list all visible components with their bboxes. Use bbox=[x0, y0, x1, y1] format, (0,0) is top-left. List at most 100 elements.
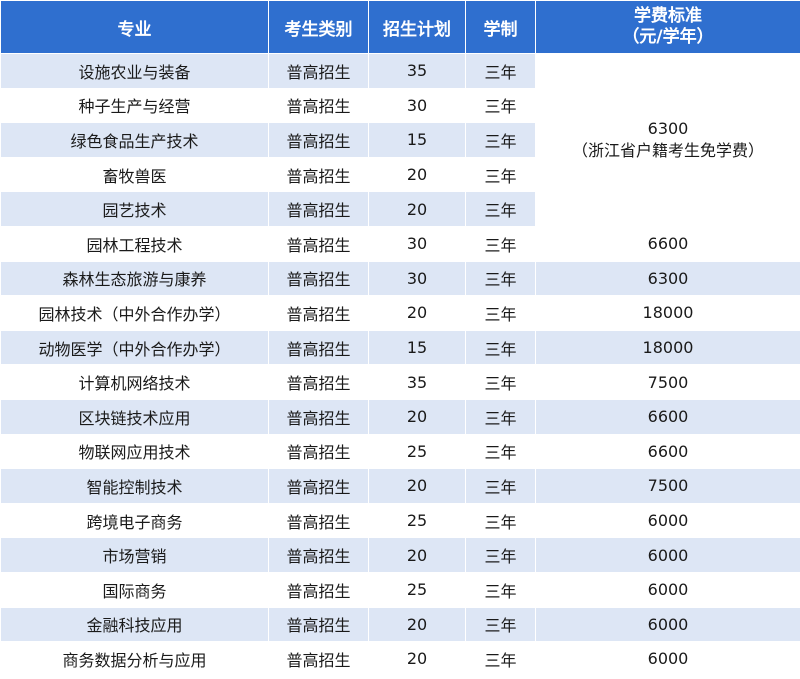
fee-cell: 18000 bbox=[535, 295, 800, 331]
major-cell: 园林工程技术 bbox=[0, 225, 269, 262]
fee-cell: 6300 bbox=[535, 260, 800, 297]
years-cell: 三年 bbox=[465, 156, 536, 193]
fee-cell: 6000 bbox=[535, 571, 800, 608]
fee-cell: 6000 bbox=[535, 606, 800, 643]
years-cell: 三年 bbox=[465, 364, 536, 400]
category-cell: 普高招生 bbox=[268, 468, 369, 504]
years-cell: 三年 bbox=[465, 295, 536, 331]
years-cell: 三年 bbox=[465, 468, 536, 504]
header-years: 学制 bbox=[465, 0, 536, 54]
category-cell: 普高招生 bbox=[268, 260, 369, 297]
major-cell: 国际商务 bbox=[0, 571, 269, 608]
fee-merged-note: （浙江省户籍考生免学费） bbox=[571, 140, 764, 160]
major-cell: 设施农业与装备 bbox=[0, 53, 269, 89]
fee-cell: 6000 bbox=[535, 502, 800, 539]
major-cell: 森林生态旅游与康养 bbox=[0, 260, 269, 297]
category-cell: 普高招生 bbox=[268, 191, 369, 227]
table-row: 种子生产与经营 普高招生 30 三年 bbox=[0, 87, 800, 124]
years-cell: 三年 bbox=[465, 571, 536, 608]
header-major: 专业 bbox=[0, 0, 269, 54]
major-cell: 畜牧兽医 bbox=[0, 156, 269, 193]
table-row: 动物医学（中外合作办学） 普高招生 15 三年 18000 bbox=[0, 329, 800, 366]
plan-cell: 30 bbox=[368, 260, 466, 297]
years-cell: 三年 bbox=[465, 225, 536, 262]
table-row: 国际商务 普高招生 25 三年 6000 bbox=[0, 571, 800, 608]
table-row: 市场营销 普高招生 20 三年 6000 bbox=[0, 537, 800, 573]
years-cell: 三年 bbox=[465, 260, 536, 297]
major-cell: 金融科技应用 bbox=[0, 606, 269, 643]
table-row: 森林生态旅游与康养 普高招生 30 三年 6300 bbox=[0, 260, 800, 297]
header-fee-line2: （元/学年） bbox=[622, 27, 714, 47]
table-row: 畜牧兽医 普高招生 20 三年 bbox=[0, 156, 800, 193]
category-cell: 普高招生 bbox=[268, 537, 369, 573]
major-cell: 计算机网络技术 bbox=[0, 364, 269, 400]
fee-cell: 6000 bbox=[535, 537, 800, 573]
major-cell: 种子生产与经营 bbox=[0, 87, 269, 124]
plan-cell: 20 bbox=[368, 156, 466, 193]
header-fee: 学费标准 （元/学年） bbox=[535, 0, 800, 54]
category-cell: 普高招生 bbox=[268, 606, 369, 643]
years-cell: 三年 bbox=[465, 122, 536, 158]
category-cell: 普高招生 bbox=[268, 398, 369, 435]
header-category: 考生类别 bbox=[268, 0, 369, 54]
plan-cell: 20 bbox=[368, 398, 466, 435]
plan-cell: 20 bbox=[368, 606, 466, 643]
major-cell: 跨境电子商务 bbox=[0, 502, 269, 539]
years-cell: 三年 bbox=[465, 329, 536, 366]
category-cell: 普高招生 bbox=[268, 225, 369, 262]
years-cell: 三年 bbox=[465, 191, 536, 227]
category-cell: 普高招生 bbox=[268, 87, 369, 124]
header-plan: 招生计划 bbox=[368, 0, 466, 54]
fee-cell: 6600 bbox=[535, 225, 800, 262]
table-row: 设施农业与装备 普高招生 35 三年 6300 （浙江省户籍考生免学费） bbox=[0, 53, 800, 227]
plan-cell: 15 bbox=[368, 122, 466, 158]
years-cell: 三年 bbox=[465, 606, 536, 643]
table-row: 物联网应用技术 普高招生 25 三年 6600 bbox=[0, 433, 800, 470]
table-row: 绿色食品生产技术 普高招生 15 三年 bbox=[0, 122, 800, 158]
header-fee-line1: 学费标准 bbox=[634, 6, 702, 26]
table-row: 跨境电子商务 普高招生 25 三年 6000 bbox=[0, 502, 800, 539]
plan-cell: 35 bbox=[368, 53, 466, 89]
plan-cell: 20 bbox=[368, 641, 466, 677]
plan-cell: 20 bbox=[368, 191, 466, 227]
category-cell: 普高招生 bbox=[268, 364, 369, 400]
table-body: 设施农业与装备 普高招生 35 三年 6300 （浙江省户籍考生免学费） 种子生产与经营 普高… bbox=[0, 53, 800, 677]
fee-merged-cell: 6300 （浙江省户籍考生免学费） bbox=[535, 53, 800, 227]
fee-cell: 7500 bbox=[535, 364, 800, 400]
category-cell: 普高招生 bbox=[268, 502, 369, 539]
fee-cell: 6600 bbox=[535, 398, 800, 435]
plan-cell: 20 bbox=[368, 295, 466, 331]
plan-cell: 25 bbox=[368, 502, 466, 539]
table-row: 园艺技术 普高招生 20 三年 bbox=[0, 191, 800, 227]
major-cell: 区块链技术应用 bbox=[0, 398, 269, 435]
years-cell: 三年 bbox=[465, 87, 536, 124]
fee-cell: 7500 bbox=[535, 468, 800, 504]
category-cell: 普高招生 bbox=[268, 329, 369, 366]
category-cell: 普高招生 bbox=[268, 122, 369, 158]
category-cell: 普高招生 bbox=[268, 156, 369, 193]
major-cell: 动物医学（中外合作办学） bbox=[0, 329, 269, 366]
fee-merged-amount: 6300 bbox=[647, 118, 689, 138]
plan-cell: 20 bbox=[368, 537, 466, 573]
fee-cell: 6000 bbox=[535, 641, 800, 677]
plan-cell: 15 bbox=[368, 329, 466, 366]
plan-cell: 35 bbox=[368, 364, 466, 400]
years-cell: 三年 bbox=[465, 641, 536, 677]
table-row: 园林技术（中外合作办学） 普高招生 20 三年 18000 bbox=[0, 295, 800, 331]
table-row: 金融科技应用 普高招生 20 三年 6000 bbox=[0, 606, 800, 643]
years-cell: 三年 bbox=[465, 398, 536, 435]
table-row: 商务数据分析与应用 普高招生 20 三年 6000 bbox=[0, 641, 800, 677]
table-row: 计算机网络技术 普高招生 35 三年 7500 bbox=[0, 364, 800, 400]
category-cell: 普高招生 bbox=[268, 433, 369, 470]
major-cell: 市场营销 bbox=[0, 537, 269, 573]
major-cell: 物联网应用技术 bbox=[0, 433, 269, 470]
plan-cell: 25 bbox=[368, 571, 466, 608]
category-cell: 普高招生 bbox=[268, 295, 369, 331]
years-cell: 三年 bbox=[465, 433, 536, 470]
years-cell: 三年 bbox=[465, 53, 536, 89]
major-cell: 智能控制技术 bbox=[0, 468, 269, 504]
fee-cell: 6600 bbox=[535, 433, 800, 470]
plan-cell: 25 bbox=[368, 433, 466, 470]
major-cell: 园艺技术 bbox=[0, 191, 269, 227]
